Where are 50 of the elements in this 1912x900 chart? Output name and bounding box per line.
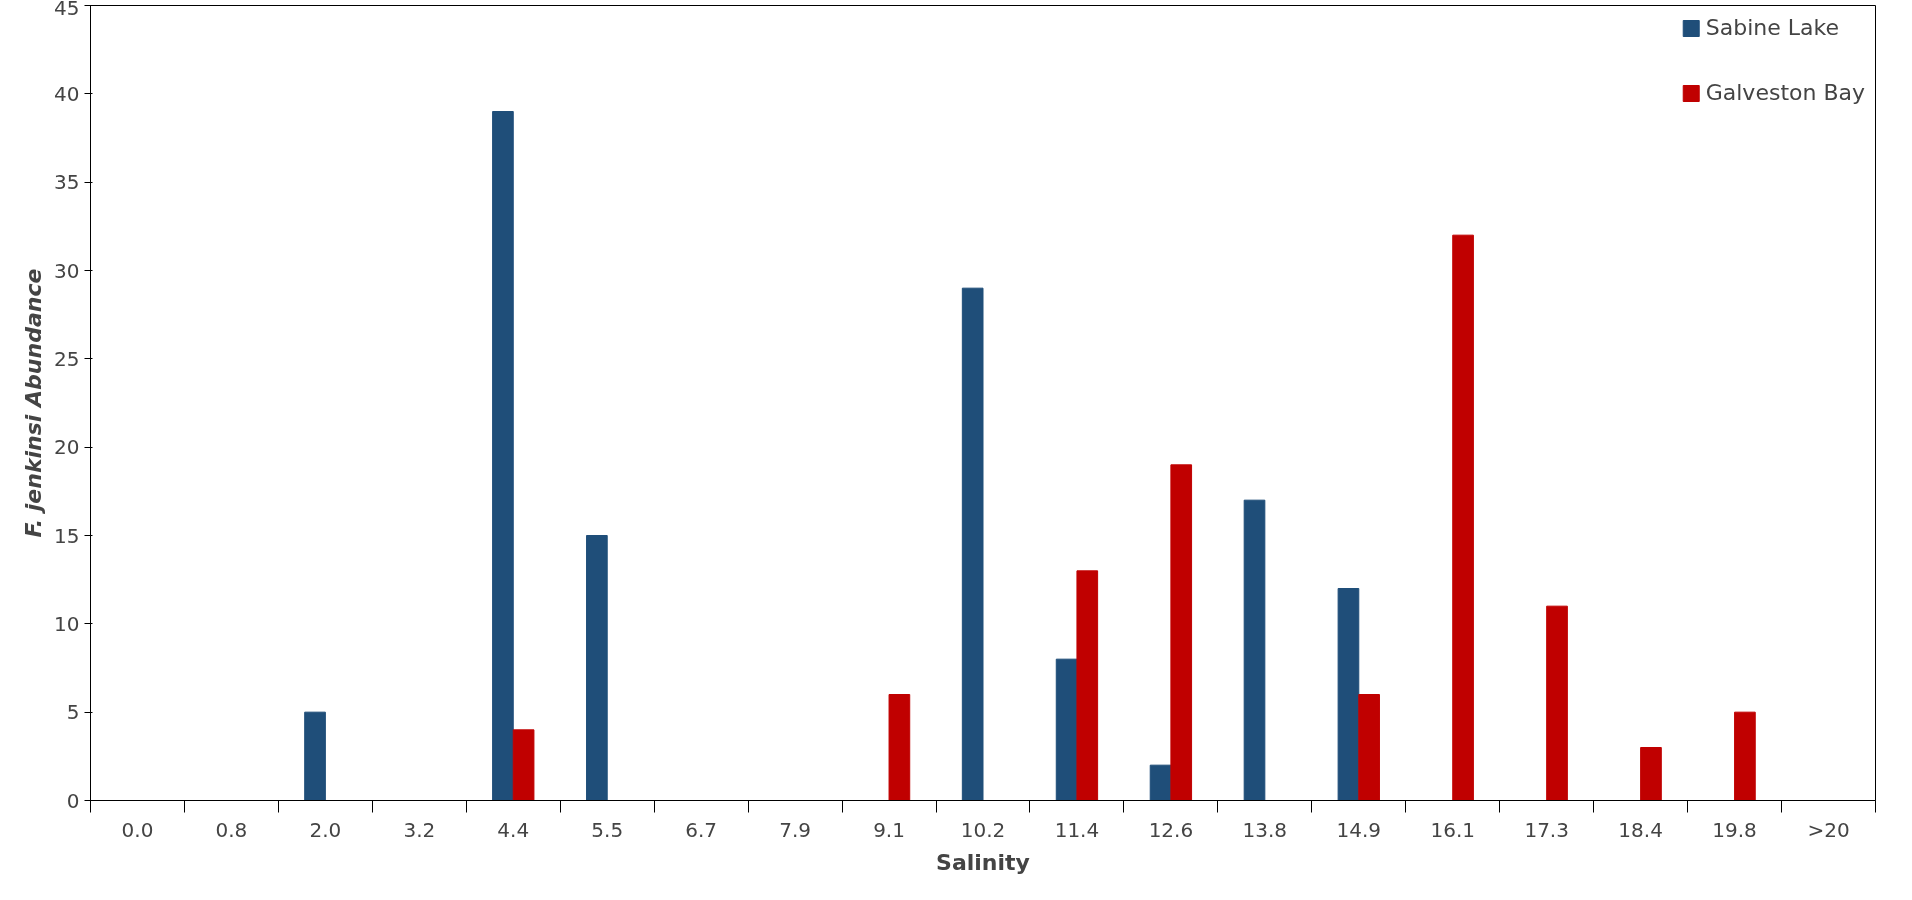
x-tick-label: 9.1 — [873, 817, 905, 842]
y-tick-label: 45 — [54, 0, 80, 20]
x-tick-label: 2.0 — [309, 817, 342, 842]
x-tick-label: 0.8 — [215, 817, 248, 842]
legend-label: Sabine Lake — [1705, 15, 1839, 40]
y-tick-label: 15 — [54, 523, 80, 548]
y-tick-label: 20 — [54, 435, 80, 460]
bar — [1076, 570, 1099, 801]
bar — [961, 287, 984, 801]
x-tick-label: 11.4 — [1054, 817, 1100, 842]
y-tick-label: 5 — [66, 700, 80, 725]
x-tick-label: 10.2 — [960, 817, 1006, 842]
legend-label: Galveston Bay — [1705, 80, 1865, 105]
x-tick-label: 14.9 — [1336, 817, 1382, 842]
bar — [512, 729, 535, 801]
x-tick-label: 12.6 — [1148, 817, 1194, 842]
x-tick-label: 19.8 — [1712, 817, 1757, 842]
y-tick-label: 40 — [54, 81, 80, 106]
x-tick-label: 6.7 — [685, 817, 718, 842]
y-tick-label: 30 — [54, 258, 80, 283]
x-tick-label: 16.1 — [1430, 817, 1475, 842]
bar — [586, 535, 608, 801]
bar — [1640, 747, 1662, 801]
x-tick-label: 5.5 — [591, 817, 624, 842]
bar — [1243, 499, 1266, 801]
x-tick-label: 4.4 — [497, 817, 530, 842]
y-axis-title: F. jenkinsi Abundance — [21, 268, 47, 538]
y-tick-label: 0 — [66, 788, 80, 813]
x-tick-label: 0.0 — [121, 817, 154, 842]
bar — [1337, 588, 1360, 801]
bar — [492, 111, 514, 801]
bar — [1546, 605, 1568, 801]
x-axis-title: Salinity — [936, 849, 1030, 875]
x-tick-label: 7.9 — [779, 817, 812, 842]
bar — [1452, 234, 1474, 801]
bar — [1055, 658, 1078, 801]
y-tick-label: 25 — [54, 346, 80, 371]
y-tick-label: 35 — [54, 170, 80, 195]
x-tick-label: 17.3 — [1524, 817, 1569, 842]
bar — [888, 694, 911, 801]
x-tick-label: 3.2 — [403, 817, 436, 842]
y-tick-label: 10 — [54, 611, 80, 636]
x-tick-label: 13.8 — [1242, 817, 1288, 842]
bar — [1170, 464, 1193, 801]
x-tick-label: 18.4 — [1618, 817, 1663, 842]
bar — [1149, 764, 1172, 801]
bar — [1734, 711, 1756, 801]
bar — [304, 711, 326, 801]
bar — [1358, 694, 1380, 801]
x-tick-label: >20 — [1807, 817, 1850, 842]
